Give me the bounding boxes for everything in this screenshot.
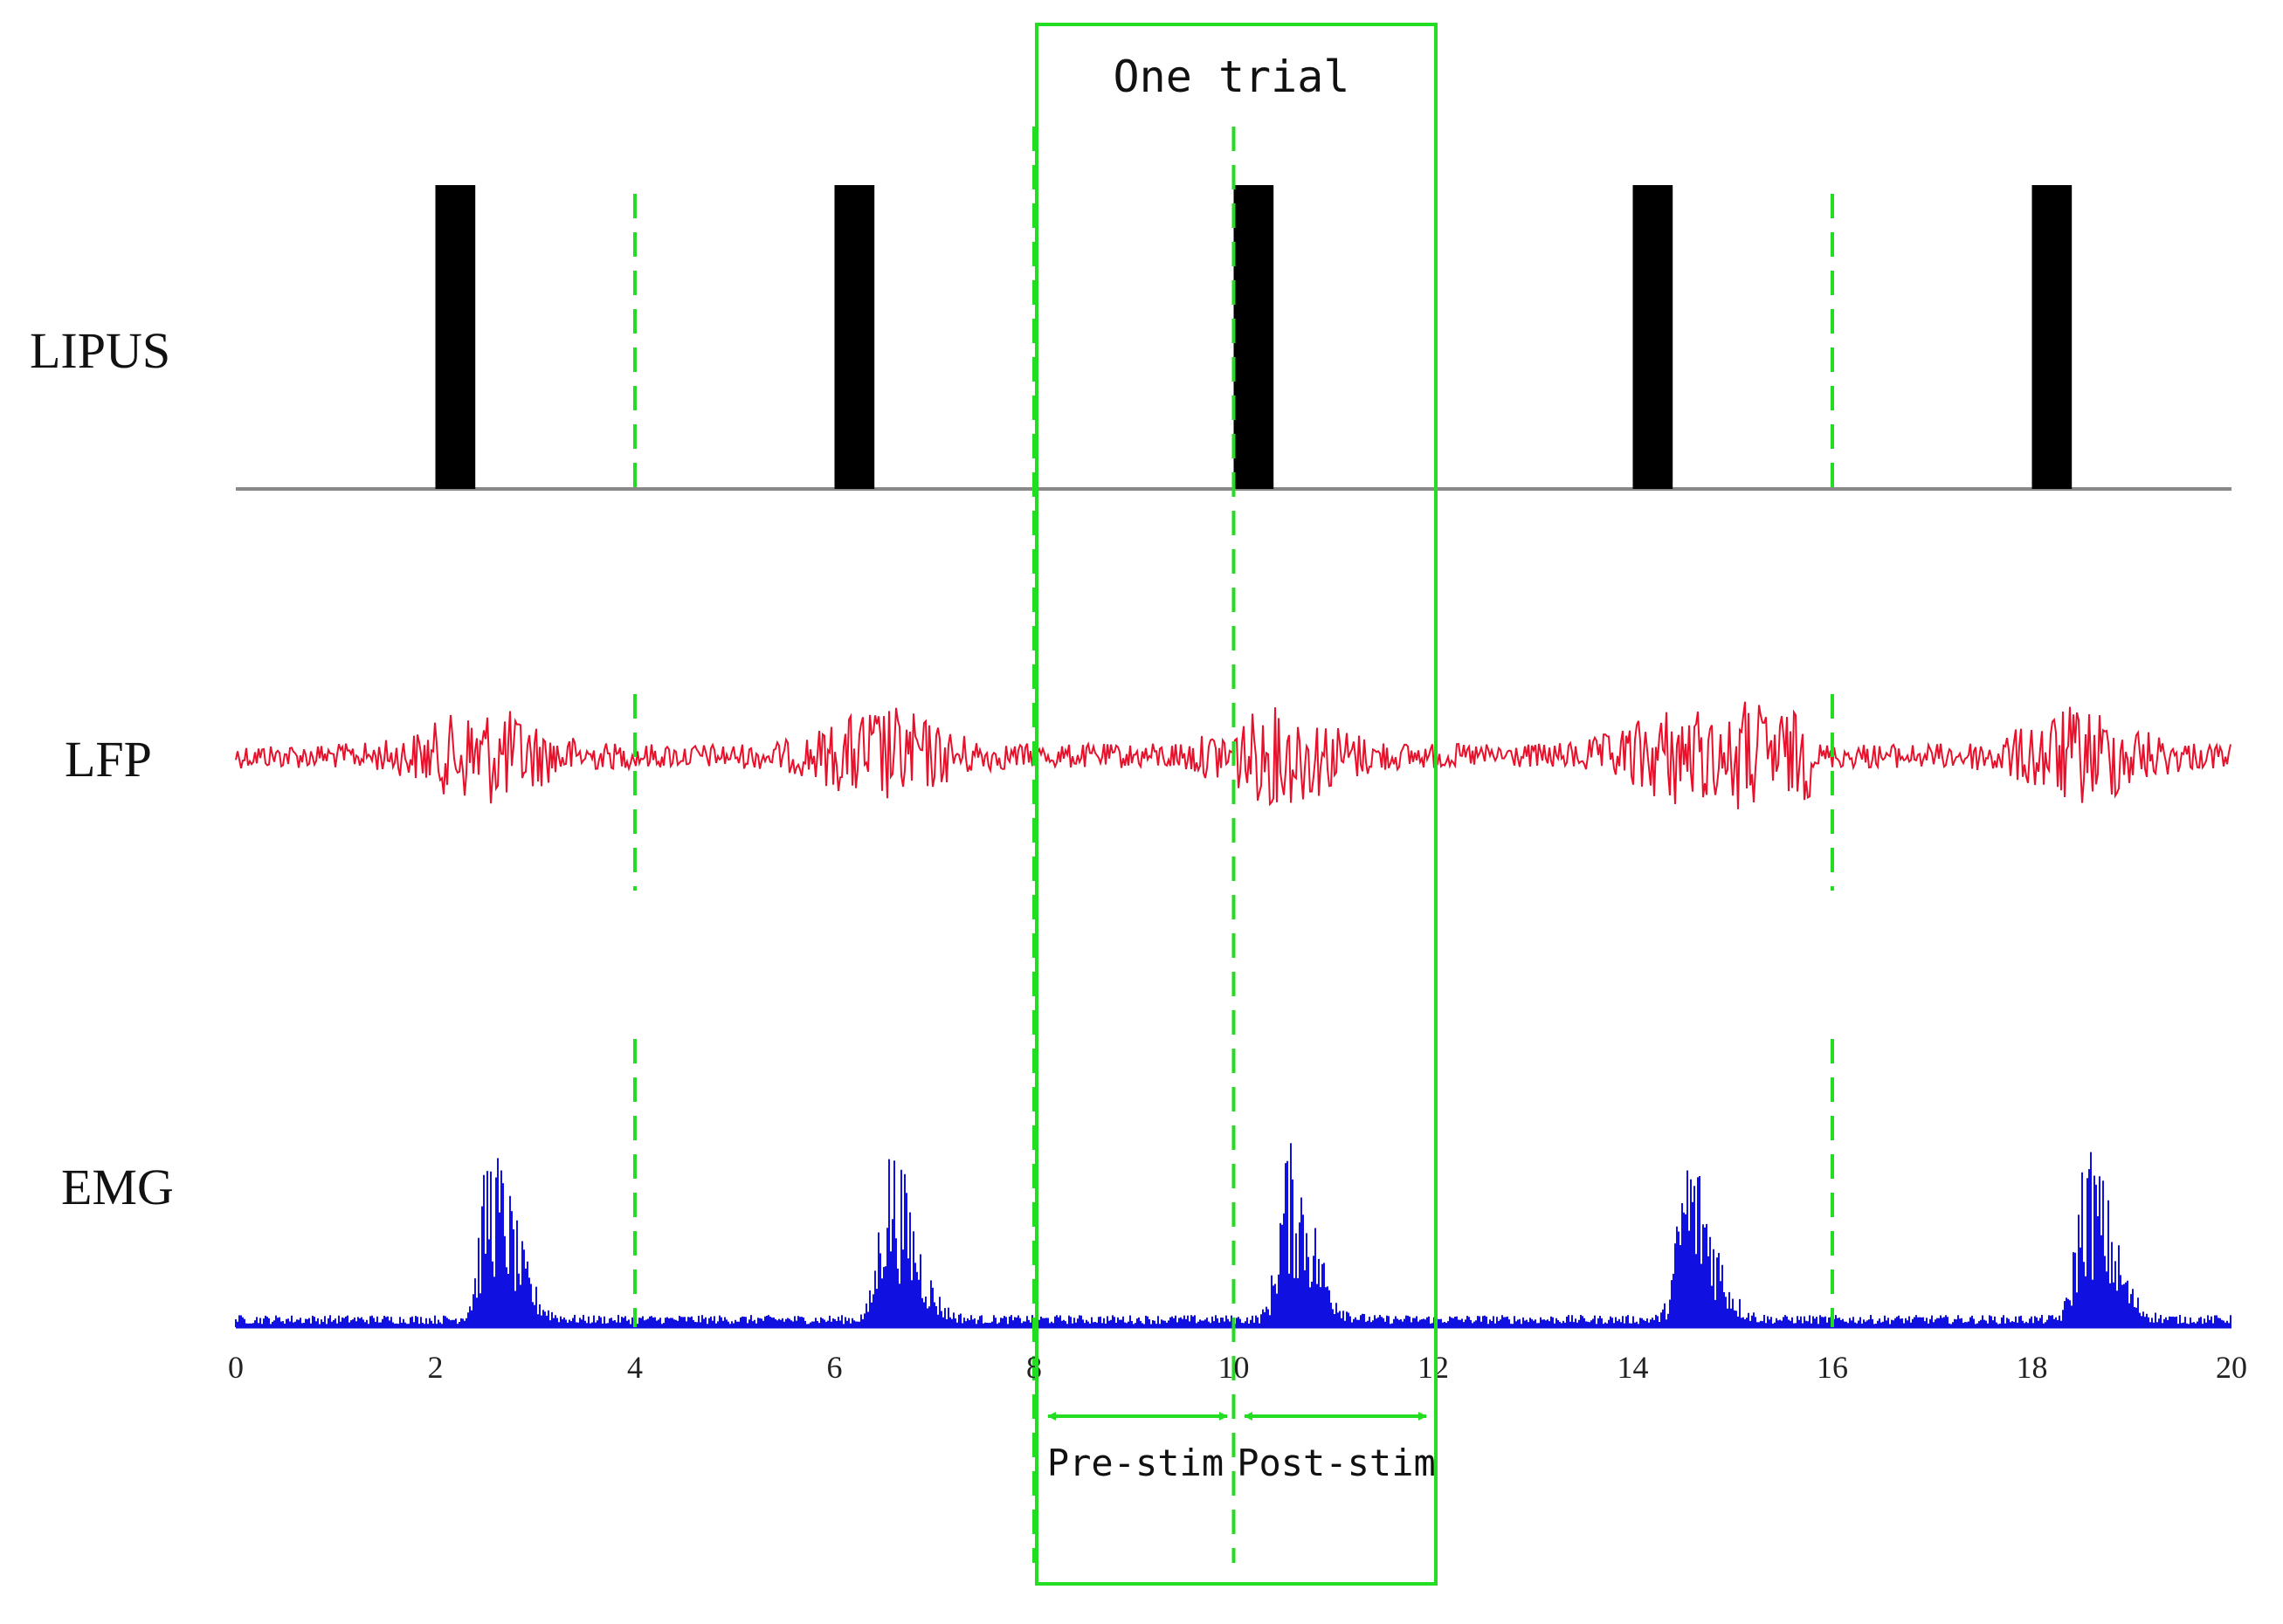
lipus-pulse-2 [834, 185, 875, 489]
tick-label-10: 10 [1218, 1350, 1250, 1385]
tick-label-12: 12 [1417, 1350, 1449, 1385]
emg-series-bars [235, 1143, 2231, 1327]
tick-label-0: 0 [228, 1350, 244, 1385]
lfp-label: LFP [65, 731, 152, 788]
trial-box [1035, 23, 1438, 1586]
lipus-pulse-1 [435, 185, 476, 489]
tick-label-16: 16 [1817, 1350, 1848, 1385]
time-axis: 0 2 4 6 8 10 12 14 16 18 20 [228, 1350, 2247, 1385]
lipus-label: LIPUS [30, 322, 171, 379]
tick-label-4: 4 [627, 1350, 643, 1385]
trial-markers [633, 127, 1834, 1563]
post-stim-label: Post-stim [1237, 1442, 1436, 1484]
emg-label: EMG [61, 1159, 174, 1215]
tick-label-2: 2 [428, 1350, 444, 1385]
lipus-pulse-4 [1632, 185, 1673, 489]
lipus-trace [236, 185, 2231, 491]
tick-label-20: 20 [2216, 1350, 2247, 1385]
tick-label-8: 8 [1026, 1350, 1042, 1385]
lipus-pulse-5 [2031, 185, 2073, 489]
tick-label-18: 18 [2017, 1350, 2048, 1385]
trial-label: One trial [1114, 52, 1350, 102]
lipus-pulse-3 [1233, 185, 1274, 489]
tick-label-14: 14 [1617, 1350, 1649, 1385]
tick-label-6: 6 [827, 1350, 843, 1385]
pre-stim-label: Pre-stim [1047, 1442, 1224, 1484]
